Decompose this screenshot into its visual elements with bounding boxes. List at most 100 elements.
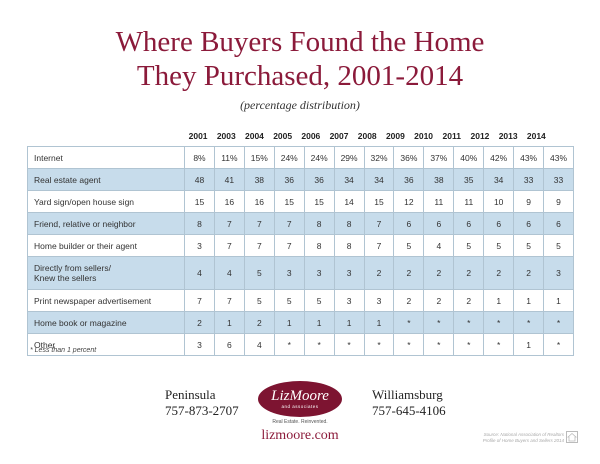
table-cell: 2 [423,289,455,312]
table-cell: 4 [213,256,245,290]
table-cell: 7 [363,212,395,235]
year-header: 2009 [385,131,405,141]
table-cell: 6 [513,212,545,235]
table-cell: 5 [483,234,515,257]
table-cell: 3 [303,256,335,290]
row-label-line: Directly from sellers/ [34,263,111,273]
table-cell: 6 [393,212,425,235]
table-cell: 6 [453,212,485,235]
row-label: Directly from sellers/Knew the sellers [27,256,185,290]
table-cell: 8 [303,234,335,257]
source-note: Source: National Association of Realtors… [464,432,564,444]
table-cell: 38 [423,168,455,191]
table-cell: * [453,311,485,334]
source-line-1: Source: National Association of Realtors [483,432,564,437]
company-logo: LizMoore and associates [258,381,342,417]
table-cell: 15 [273,190,305,213]
table-cell: 5 [453,234,485,257]
table-cell: 1 [513,333,545,356]
title-line-2: They Purchased, 2001-2014 [136,60,464,92]
table-cell: 1 [273,311,305,334]
equal-housing-icon [566,431,578,443]
table-cell: 1 [303,311,335,334]
office-phone: 757-873-2707 [165,403,239,418]
table-cell: 3 [184,234,215,257]
table-cell: 24% [273,146,305,169]
table-cell: 2 [184,311,215,334]
table-cell: 6 [423,212,455,235]
row-label-line: Yard sign/open house sign [34,196,135,207]
table-row: Directly from sellers/Knew the sellers 4 4… [27,256,574,290]
table-cell: 3 [273,256,305,290]
row-label: Print newspaper advertisement [27,289,185,312]
year-header: 2011 [442,131,461,141]
table-cell: 2 [483,256,515,290]
year-header: 2008 [357,131,377,141]
table-cell: 2 [453,289,485,312]
row-label-line: Friend, relative or neighbor [34,218,136,229]
table-cell: 3 [543,256,574,290]
table-cell: * [453,333,485,356]
table-cell: 37% [423,146,455,169]
table-cell: 5 [303,289,335,312]
table-cell: 15% [243,146,275,169]
office-peninsula: Peninsula 757-873-2707 [165,387,239,419]
source-line-2: Profile of Home Buyers and Sellers 2014 [482,438,564,443]
table-cell: 7 [243,212,275,235]
year-header: 2012 [470,131,490,141]
table-cell: 33 [543,168,574,191]
table-cell: 29% [333,146,365,169]
table-cell: 8% [184,146,215,169]
table-cell: 8 [303,212,335,235]
table-cell: 1 [333,311,365,334]
row-label-line: Real estate agent [34,174,101,185]
row-label: Other [27,333,185,356]
table-cell: 43% [543,146,574,169]
table-cell: 2 [393,256,425,290]
office-name: Williamsburg [372,387,443,402]
table-cell: 2 [513,256,545,290]
table-cell: * [483,311,515,334]
table-cell: 36 [393,168,425,191]
footnote: * Less than 1 percent [30,347,97,354]
table-cell: 4 [423,234,455,257]
table-row: Yard sign/open house sign 15 16 16 15 15 14 15 1… [27,190,574,213]
table-cell: 1 [483,289,515,312]
table-cell: 5 [273,289,305,312]
row-label: Home book or magazine [27,311,185,334]
table-cell: 4 [184,256,215,290]
table-cell: 16 [243,190,275,213]
table-cell: 6 [543,212,574,235]
table-cell: 8 [333,212,365,235]
table-cell: 36% [393,146,425,169]
table-cell: * [393,311,425,334]
website-link[interactable]: lizmoore.com [261,428,339,443]
row-label-line: Internet [34,152,63,163]
table-cell: 11% [213,146,245,169]
tagline: Real Estate. Reinvented. [272,419,328,425]
table-cell: 11 [453,190,485,213]
table-cell: 36 [273,168,305,191]
table-cell: 34 [363,168,395,191]
table-cell: * [543,333,574,356]
table-cell: * [363,333,395,356]
table-cell: 34 [333,168,365,191]
table-row: Home builder or their agent 3 7 7 7 8 8 7 5 4 5 5 5 5 [27,234,574,257]
year-header: 2004 [245,131,264,141]
table-cell: 1 [213,311,245,334]
table-cell: * [303,333,335,356]
table-cell: 34 [483,168,515,191]
year-header: 2014 [526,131,546,141]
table-cell: 7 [213,289,245,312]
table-cell: 9 [543,190,574,213]
table-cell: 15 [363,190,395,213]
table-cell: 3 [333,256,365,290]
table-row: Home book or magazine 2 1 2 1 1 1 1 * * * * * * [27,311,574,334]
table-cell: 6 [483,212,515,235]
table-cell: 12 [393,190,425,213]
year-header-row: 2001 2003 2004 2005 2006 2007 2008 2009 2010 2011… [184,131,550,141]
row-label: Friend, relative or neighbor [27,212,185,235]
table-cell: 36 [303,168,335,191]
table-cell: 32% [363,146,395,169]
row-label-line: Print newspaper advertisement [34,295,152,306]
